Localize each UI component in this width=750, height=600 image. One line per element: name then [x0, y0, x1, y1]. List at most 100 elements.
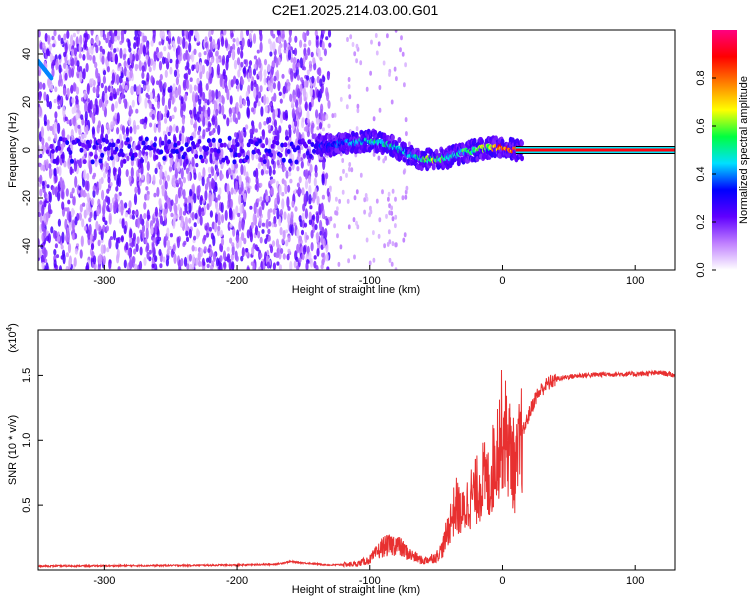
spectrogram-cell — [65, 140, 70, 146]
spectrogram-cell — [270, 143, 275, 149]
spectrogram-cell — [204, 190, 208, 201]
spectrogram-cell — [78, 53, 82, 59]
spectrogram-cell — [61, 231, 65, 244]
spectrogram-cell — [170, 199, 174, 206]
spectrogram-cell — [267, 235, 271, 242]
spectrogram-cell — [149, 122, 153, 128]
spectrogram-cell — [113, 48, 117, 53]
spectrogram-cell — [125, 137, 130, 143]
spectrogram-cell — [310, 124, 314, 135]
spectrogram-cell — [42, 82, 46, 90]
spectrogram-cell — [281, 157, 286, 163]
spectrogram-cell — [73, 47, 77, 57]
spectrogram-cell — [85, 62, 89, 73]
spectrogram-cell — [394, 242, 398, 248]
spectrogram-cell — [300, 229, 305, 236]
spectrogram-cell — [186, 60, 190, 70]
spectrogram-cell — [269, 102, 273, 107]
spectrogram-cell — [139, 246, 143, 256]
spectrogram-cell — [214, 185, 218, 192]
spectrogram-cell — [223, 261, 227, 268]
spectrogram-cell — [195, 95, 199, 103]
spectrogram-cell — [104, 101, 108, 107]
spectrogram-cell — [69, 166, 73, 176]
spectrogram-cell — [127, 39, 131, 49]
spectrogram-cell — [81, 133, 85, 141]
snr-panel: -300 -200 -100 0 100 0.5 1.0 1.5 Height of str… — [5, 323, 676, 596]
spectrogram-cell — [179, 207, 183, 218]
spectrogram-cell — [186, 53, 190, 63]
spectrogram-cell — [303, 222, 308, 228]
spectrogram-cell — [287, 49, 292, 61]
spectrogram-cell — [329, 216, 333, 222]
spectrogram-cell — [317, 241, 321, 250]
spectrogram-cell — [54, 111, 58, 119]
spectrogram-cell — [265, 170, 269, 175]
spectrogram-cell — [154, 255, 158, 263]
spectrogram-cell — [290, 224, 294, 236]
spectrogram-cell — [132, 232, 136, 242]
spectrogram-cell — [191, 50, 195, 63]
spectrogram-cell — [123, 98, 127, 104]
spectrogram-cell — [84, 144, 89, 150]
spectrogram-cell — [39, 41, 44, 50]
spectrogram-cell — [220, 36, 225, 47]
spectrogram-cell — [138, 181, 142, 187]
spectrogram-cell — [480, 138, 484, 145]
spectrogram-cell — [214, 43, 218, 50]
spectrogram-cell — [263, 76, 267, 86]
spectrogram-cell — [47, 233, 52, 244]
spectrogram-cell — [72, 196, 76, 206]
spectrogram-cell — [169, 233, 173, 238]
spectrogram-cell — [322, 75, 326, 83]
spectrogram-cell — [215, 108, 219, 116]
spectrogram-cell — [293, 47, 298, 57]
spectrogram-cell — [189, 188, 193, 197]
spectrogram-cell — [189, 163, 193, 173]
y-tick-label: 1.0 — [21, 433, 33, 448]
spectrogram-cell — [65, 64, 69, 75]
spectrogram-cell — [255, 176, 259, 185]
spectrogram-cell — [136, 217, 140, 229]
spectrogram-cell — [280, 142, 285, 148]
spectrogram-cell — [276, 192, 280, 202]
spectrogram-cell — [182, 79, 186, 89]
spectrogram-cell — [269, 82, 274, 93]
spectrogram-cell — [312, 197, 316, 204]
spectrogram-cell — [259, 41, 263, 53]
spectrogram-cell — [108, 259, 112, 270]
spectrogram-cell — [138, 150, 142, 159]
spectrogram-cell — [45, 94, 50, 104]
spectrogram-cell — [158, 79, 162, 89]
spectrogram-cell — [51, 59, 56, 67]
spectrogram-cell — [355, 220, 358, 226]
spectrogram-cell — [284, 184, 288, 195]
spectrogram-cell — [152, 63, 156, 71]
spectrogram-cell — [186, 263, 190, 270]
spectrogram-cell — [204, 183, 209, 191]
spectrogram-cell — [243, 59, 247, 65]
spectrogram-cell — [290, 72, 294, 83]
spectrogram-cell — [157, 51, 161, 59]
spectrogram-cell — [176, 236, 180, 249]
spectrogram-cell — [229, 198, 234, 209]
spectrogram-cell — [61, 129, 65, 137]
spectrogram-cell — [38, 107, 41, 118]
spectrogram-cell — [66, 134, 70, 140]
spectrogram-cell — [163, 46, 167, 52]
spectrogram-cell — [304, 143, 309, 149]
spectrogram-cell — [182, 101, 186, 112]
spectrogram-cell — [68, 258, 72, 269]
y-tick-label: 0 — [21, 147, 33, 153]
spectrogram-cell — [274, 197, 278, 210]
spectrogram-cell — [185, 236, 190, 242]
spectrogram-cell — [346, 37, 349, 42]
spectrogram-cell — [251, 123, 255, 135]
spectrogram-cell — [203, 234, 207, 241]
spectrogram-cell — [240, 164, 244, 176]
spectrogram-cell — [102, 69, 107, 76]
spectrogram-cell — [326, 71, 331, 76]
spectrogram-cell — [168, 44, 172, 50]
spectrogram-cell — [146, 175, 150, 185]
